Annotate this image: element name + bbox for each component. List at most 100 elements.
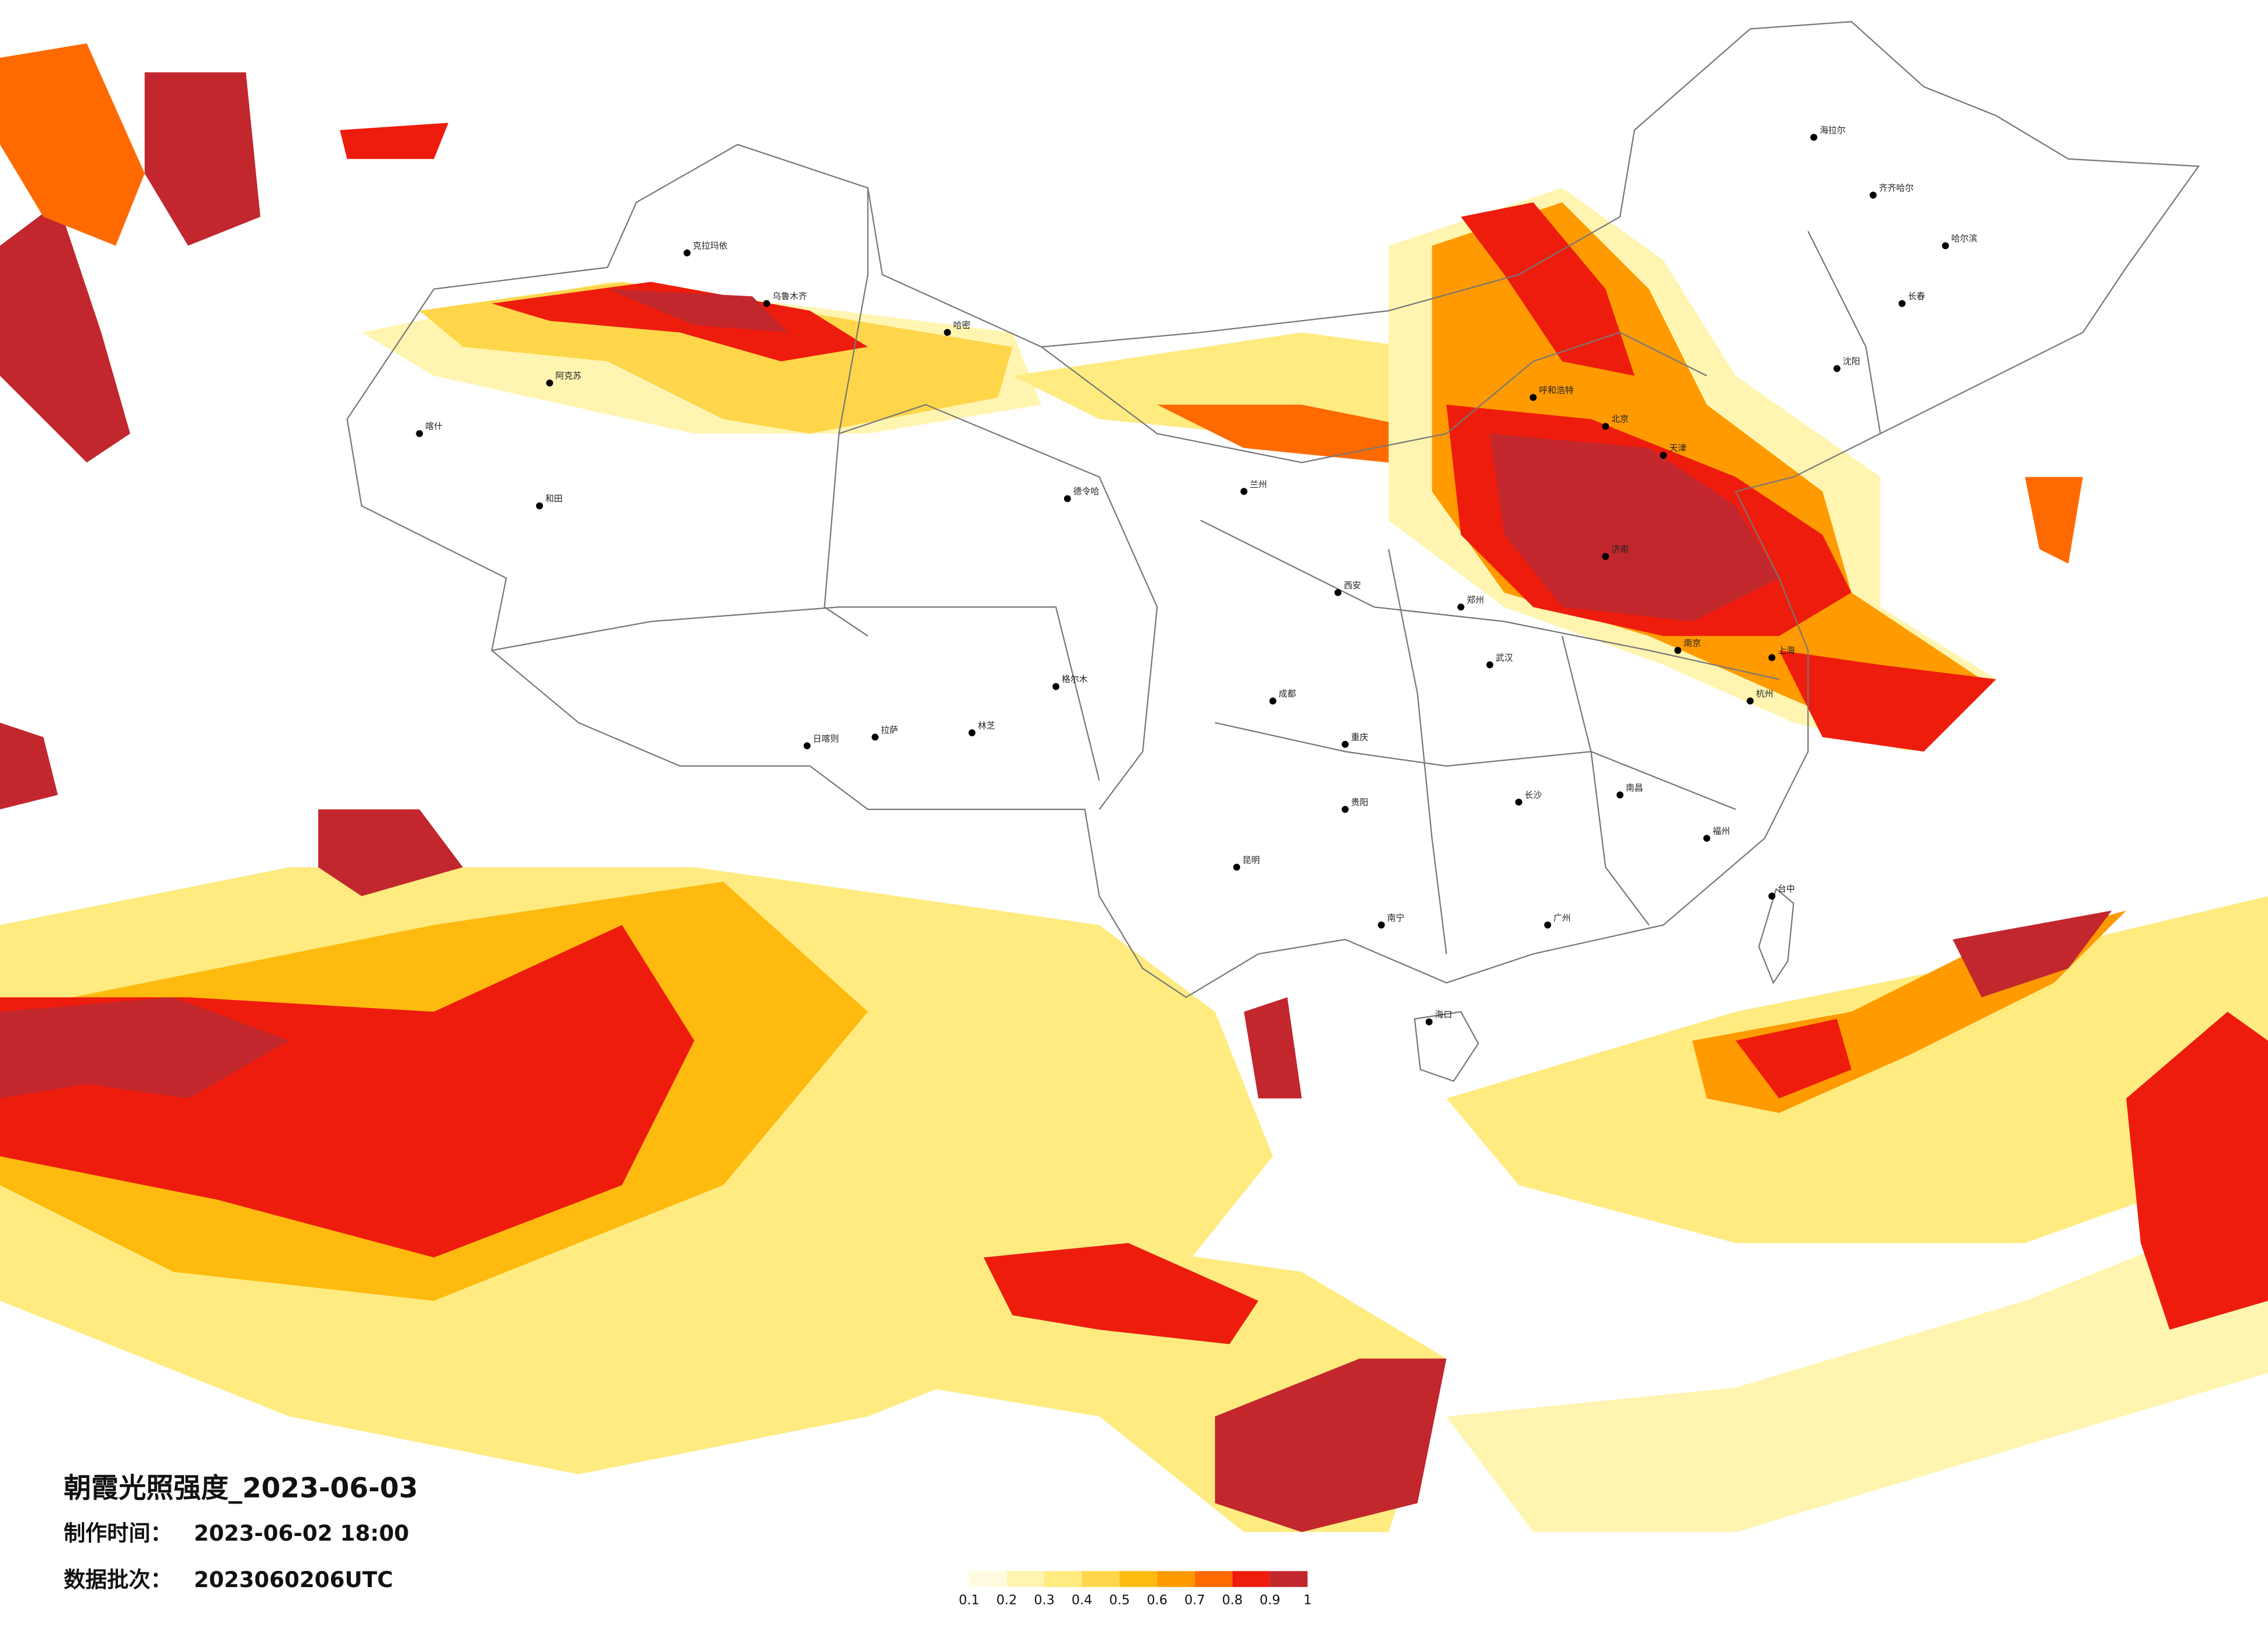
city-dot	[1515, 798, 1522, 806]
city-label: 北京	[1611, 414, 1629, 425]
irradiance-area	[0, 43, 145, 246]
city-dot	[763, 300, 770, 307]
irradiance-area	[983, 1243, 1259, 1344]
city-label: 郑州	[1467, 595, 1484, 605]
legend-swatch	[1232, 1571, 1270, 1587]
legend-swatch	[1007, 1571, 1045, 1587]
legend-tick-label: 0.1	[959, 1593, 980, 1608]
irradiance-area	[1243, 997, 1302, 1099]
irradiance-area	[607, 289, 789, 333]
city-dot	[944, 329, 951, 336]
city-label: 南京	[1684, 638, 1701, 649]
city-dot	[1269, 697, 1277, 705]
city-dot	[1334, 589, 1342, 596]
city-label: 兰州	[1250, 479, 1267, 490]
province-line	[1561, 635, 1649, 926]
city-label: 武汉	[1496, 652, 1513, 663]
city-dot	[1746, 697, 1754, 705]
irradiance-area	[2126, 1012, 2268, 1330]
city-label: 长春	[1908, 291, 1925, 301]
production-time-label: 制作时间：	[64, 1520, 172, 1546]
city-dot	[416, 430, 423, 437]
irradiance-area	[318, 809, 463, 897]
legend-tick-label: 0.6	[1147, 1593, 1168, 1608]
city-label: 福州	[1713, 826, 1730, 836]
city-label: 台中	[1778, 884, 1795, 894]
province-line	[1214, 722, 1736, 810]
city-dot	[1457, 603, 1465, 611]
city-label: 克拉玛依	[693, 240, 728, 251]
city-label: 乌鲁木齐	[772, 291, 807, 301]
city-label: 昆明	[1242, 855, 1260, 865]
city-dot	[1425, 1018, 1433, 1026]
city-label: 天津	[1669, 443, 1687, 454]
legend-tick-label: 0.3	[1034, 1593, 1055, 1608]
city-label: 喀什	[425, 421, 443, 431]
city-label: 济南	[1611, 544, 1629, 555]
city-label: 海口	[1435, 1009, 1453, 1020]
city-label: 哈尔滨	[1951, 233, 1978, 244]
city-label: 南宁	[1387, 912, 1404, 923]
irradiance-area	[1461, 202, 1635, 376]
city-dot	[803, 742, 811, 750]
city-dot	[1768, 654, 1775, 661]
province-line	[839, 404, 1158, 810]
city-label: 日喀则	[813, 733, 839, 744]
legend-tick-label: 0.5	[1109, 1593, 1130, 1608]
legend-swatch	[1044, 1571, 1082, 1587]
city-label: 重庆	[1351, 732, 1368, 742]
hainan-outline	[1414, 1010, 1479, 1082]
province-line	[1388, 549, 1447, 954]
data-batch-label: 数据批次：	[64, 1567, 172, 1592]
city-dot	[1942, 242, 1949, 250]
city-dot	[1544, 921, 1551, 929]
city-dot	[1703, 834, 1710, 842]
city-dot	[1660, 452, 1667, 459]
legend-tick-label: 0.4	[1072, 1593, 1092, 1608]
irradiance-area	[1446, 1243, 2268, 1533]
city-label: 阿克苏	[555, 370, 581, 381]
city-label: 格尔木	[1062, 674, 1088, 685]
city-dot	[1674, 647, 1681, 654]
city-dot	[1342, 805, 1349, 813]
production-time-value: 2023-06-02 18:00	[194, 1520, 409, 1546]
city-label: 贵阳	[1351, 797, 1368, 807]
irradiance-area	[1214, 1358, 1447, 1533]
city-dot	[1898, 300, 1906, 307]
boundaries	[346, 21, 2200, 1082]
legend-swatch	[1119, 1571, 1158, 1587]
city-dot	[1602, 423, 1609, 430]
city-dot	[1063, 495, 1071, 502]
legend-swatch	[1157, 1571, 1195, 1587]
irradiance-area	[1953, 911, 2112, 998]
legend-tick-label: 1	[1303, 1593, 1311, 1608]
legend-tick-label: 0.8	[1222, 1593, 1243, 1608]
city-label: 齐齐哈尔	[1879, 183, 1914, 193]
city-dot	[1768, 893, 1775, 900]
irradiance-layer	[0, 43, 2268, 1533]
city-dot	[968, 729, 976, 736]
legend: 0.1 0.2 0.3 0.4 0.5 0.6 0.7 0.8 0.9 1	[959, 1571, 1311, 1608]
map-title: 朝霞光照强度_2023-06-03	[64, 1473, 418, 1505]
legend-swatch	[1195, 1571, 1232, 1587]
province-line	[1807, 231, 1881, 434]
province-line	[491, 606, 1100, 781]
city-label: 杭州	[1756, 689, 1773, 699]
legend-tick-label: 0.9	[1260, 1593, 1281, 1608]
city-label: 呼和浩特	[1539, 385, 1574, 395]
irradiance-area	[145, 72, 261, 246]
irradiance-area	[1735, 1019, 1852, 1099]
city-dot	[1529, 394, 1537, 401]
city-label: 和田	[545, 494, 563, 504]
city-dot	[871, 733, 879, 741]
irradiance-area	[0, 722, 58, 810]
city-dot	[1870, 192, 1877, 199]
irradiance-area	[2025, 477, 2083, 564]
city-label: 哈密	[953, 320, 971, 330]
legend-tick-label: 0.7	[1184, 1593, 1205, 1608]
legend-swatch	[969, 1571, 1007, 1587]
legend-swatch	[1270, 1571, 1308, 1587]
